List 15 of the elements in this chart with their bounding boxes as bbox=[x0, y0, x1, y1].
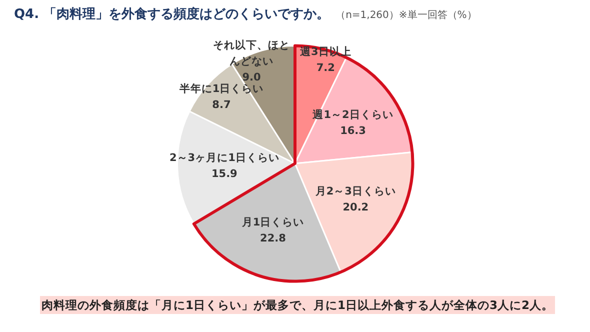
data-label: 15.9 bbox=[211, 168, 238, 180]
data-label: 20.2 bbox=[342, 201, 369, 214]
slice-label: 2～3ヶ月に1日くらい bbox=[169, 152, 280, 164]
chart-title: Q4. 「肉料理」を外食する頻度はどのくらいですか。 bbox=[14, 7, 330, 22]
data-label: 22.8 bbox=[260, 232, 286, 244]
data-label: 9.0 bbox=[242, 71, 261, 84]
data-label: 8.7 bbox=[212, 99, 231, 112]
slice-label: 月2～3日くらい bbox=[314, 185, 396, 198]
chart-subtitle: （n=1,260）※単一回答（%） bbox=[336, 10, 477, 21]
data-label: 7.2 bbox=[316, 62, 335, 74]
text: 肉料理の外食頻度は「月に1日くらい」が最多で、月に1日以上外食する人が全体の3人に2人。 bbox=[40, 296, 555, 314]
slice-label: 月1日くらい bbox=[240, 216, 304, 228]
slice-label: 週1～2日くらい bbox=[312, 108, 394, 121]
data-label: 16.3 bbox=[340, 124, 366, 137]
slice-label: 半年に1日くらい bbox=[178, 82, 264, 96]
